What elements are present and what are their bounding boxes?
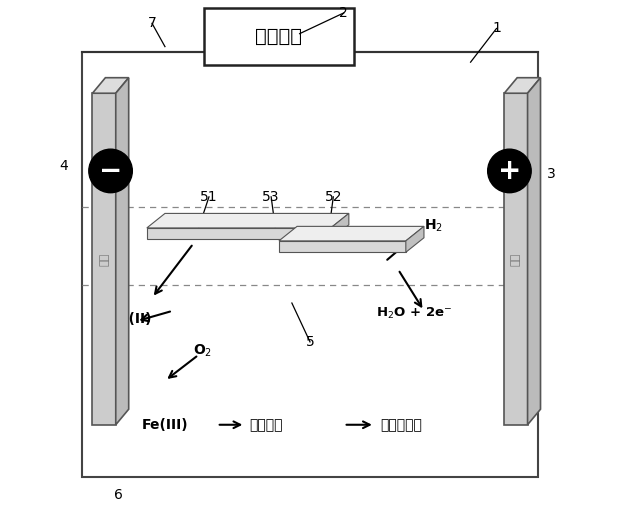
Text: 1: 1	[492, 21, 501, 36]
Bar	[82, 52, 538, 477]
Text: +: +	[498, 157, 521, 185]
Text: 2: 2	[339, 6, 348, 20]
Polygon shape	[147, 213, 349, 228]
Text: 铁絮凝剂: 铁絮凝剂	[249, 418, 282, 432]
Text: 阴极: 阴极	[99, 252, 109, 266]
Text: 51: 51	[200, 190, 218, 204]
Bar	[92, 93, 116, 425]
Text: 5: 5	[306, 335, 314, 349]
Polygon shape	[116, 78, 129, 425]
Bar	[147, 228, 330, 239]
Polygon shape	[504, 78, 541, 93]
Text: 53: 53	[262, 190, 280, 204]
Polygon shape	[330, 213, 349, 239]
Text: O$_2$: O$_2$	[193, 343, 213, 359]
Text: 阳极: 阳极	[511, 252, 521, 266]
Circle shape	[488, 149, 531, 193]
Polygon shape	[92, 78, 129, 93]
Text: Fe(III): Fe(III)	[141, 418, 188, 432]
Text: 7: 7	[148, 16, 156, 31]
Text: 3: 3	[546, 166, 556, 181]
Text: 6: 6	[114, 487, 123, 502]
Text: Fe(II): Fe(II)	[110, 311, 152, 326]
Polygon shape	[528, 78, 541, 425]
Text: H$_2$O + 2e$^{-}$: H$_2$O + 2e$^{-}$	[376, 306, 453, 321]
FancyBboxPatch shape	[204, 8, 354, 65]
Text: 52: 52	[324, 190, 342, 204]
Text: H$_2$: H$_2$	[424, 217, 443, 234]
Text: −: −	[99, 157, 122, 185]
Text: 4: 4	[60, 159, 68, 173]
Text: 直流电源: 直流电源	[255, 27, 303, 46]
Polygon shape	[279, 226, 424, 241]
Text: Fe-2e$^{-}$: Fe-2e$^{-}$	[162, 228, 215, 243]
Bar	[279, 241, 406, 252]
Text: 去除污染物: 去除污染物	[380, 418, 422, 432]
Polygon shape	[406, 226, 424, 252]
Bar	[504, 93, 528, 425]
Circle shape	[89, 149, 132, 193]
